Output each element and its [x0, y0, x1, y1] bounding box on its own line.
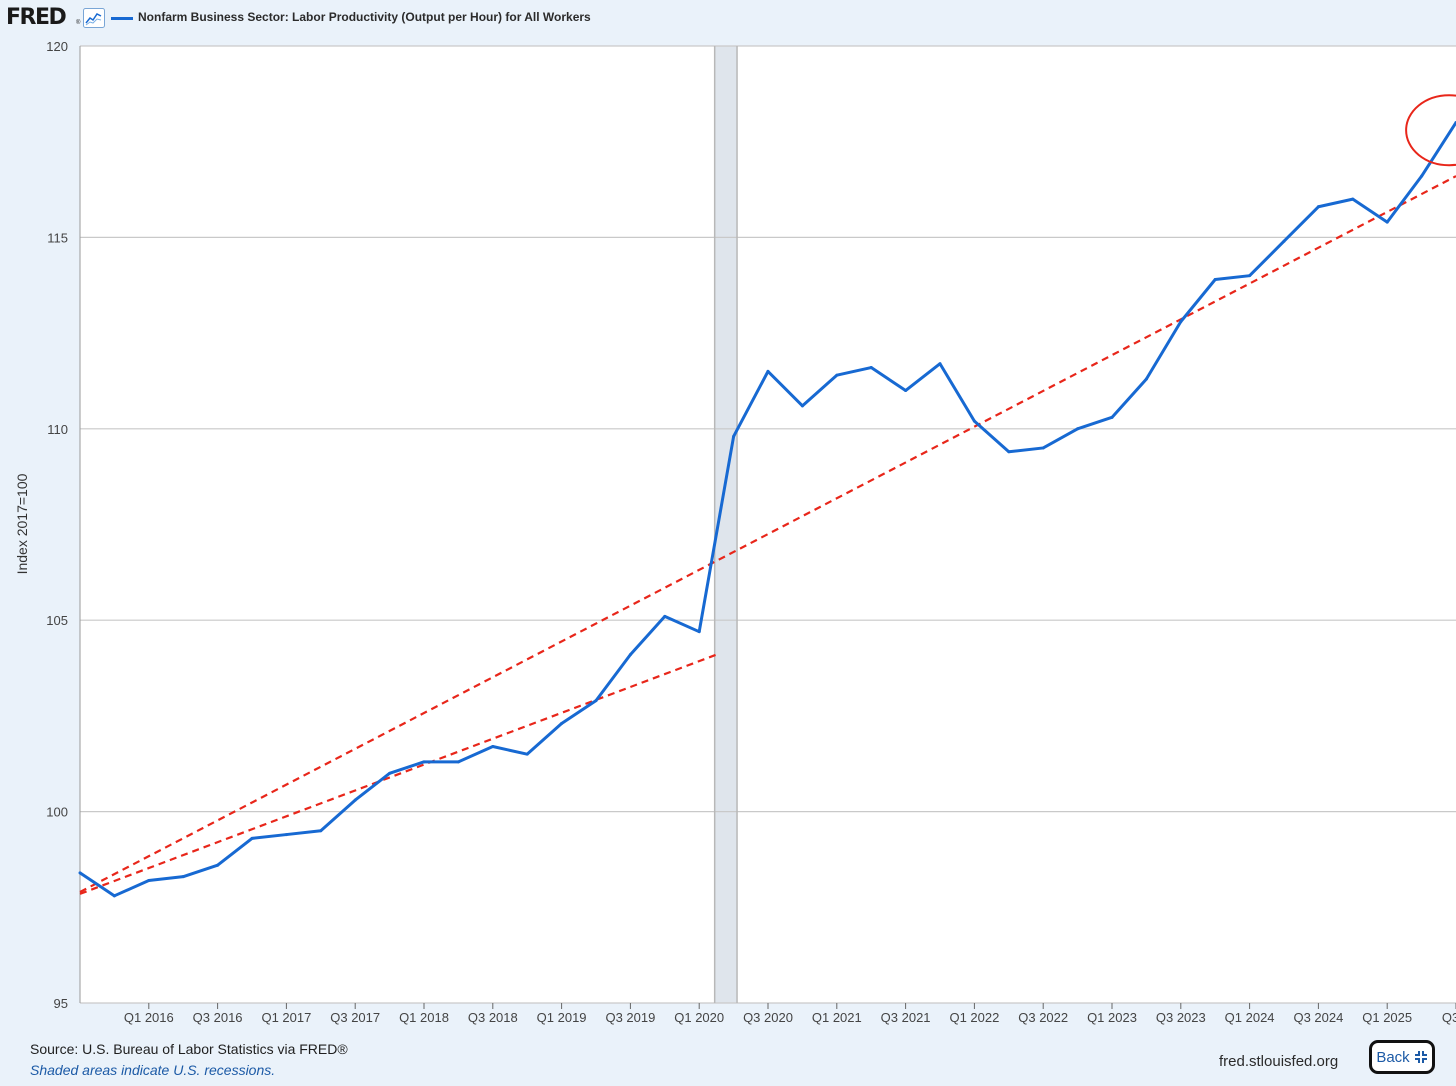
recession-shading	[714, 46, 738, 1003]
source-note: Source: U.S. Bureau of Labor Statistics …	[30, 1041, 348, 1057]
y-tick-label: 100	[46, 805, 68, 820]
series-point	[835, 373, 839, 377]
series-point	[594, 699, 598, 703]
trend-full-line	[79, 175, 1456, 893]
x-tick-label: Q1 2025	[1362, 1010, 1412, 1025]
series-point	[456, 760, 460, 764]
legend-series-swatch	[111, 17, 133, 20]
series-point	[1179, 320, 1183, 324]
series-point	[216, 863, 220, 867]
x-tick-label: Q3 2019	[605, 1010, 655, 1025]
collapse-icon	[1414, 1051, 1427, 1063]
series-point	[422, 760, 426, 764]
series-point	[112, 894, 116, 898]
x-tick-label: Q1 2018	[399, 1010, 449, 1025]
back-button[interactable]: Back	[1369, 1040, 1435, 1074]
series-point	[491, 745, 495, 749]
x-tick-label: Q1 2021	[812, 1010, 862, 1025]
annotation-circle	[1405, 94, 1456, 167]
trend-pre-2020-line	[79, 653, 717, 895]
y-tick-label: 115	[47, 230, 68, 245]
series-point	[1144, 377, 1148, 381]
series-points	[78, 121, 1456, 898]
recession-note: Shaded areas indicate U.S. recessions.	[30, 1062, 276, 1078]
series-point	[766, 369, 770, 373]
series-point	[78, 871, 82, 875]
x-tick-label: Q3 2	[1442, 1010, 1456, 1025]
fred-logo[interactable]: FRED	[6, 5, 67, 30]
series-point	[1282, 239, 1286, 243]
series-point	[147, 879, 151, 883]
x-tick-label: Q1 2022	[949, 1010, 999, 1025]
x-tick-label: Q1 2024	[1225, 1010, 1275, 1025]
series-point	[800, 404, 804, 408]
fred-logo-registered-mark: ®	[76, 20, 81, 26]
series-point	[697, 630, 701, 634]
series-point	[1385, 220, 1389, 224]
x-tick-label: Q1 2020	[674, 1010, 724, 1025]
series-point	[284, 833, 288, 837]
series-point	[732, 434, 736, 438]
x-tick-label: Q3 2022	[1018, 1010, 1068, 1025]
series-point	[319, 829, 323, 833]
series-point	[869, 366, 873, 370]
series-point	[1110, 415, 1114, 419]
series-point	[1316, 205, 1320, 209]
series-point	[1007, 450, 1011, 454]
x-tick-label: Q3 2024	[1293, 1010, 1343, 1025]
x-tick-label: Q3 2016	[193, 1010, 243, 1025]
series-point	[1213, 278, 1217, 282]
series-point	[972, 419, 976, 423]
series-point	[181, 875, 185, 879]
series-point	[1041, 446, 1045, 450]
series-point	[353, 798, 357, 802]
x-tick-label: Q3 2018	[468, 1010, 518, 1025]
line-graph-icon	[83, 8, 105, 28]
chart-header: FRED ® Nonfarm Business Sector: Labor Pr…	[0, 0, 1456, 38]
x-tick-label: Q1 2017	[261, 1010, 311, 1025]
trend-lines	[79, 175, 1456, 895]
y-tick-label: 120	[46, 39, 68, 54]
plot-background	[80, 46, 1456, 1003]
series-point	[1420, 174, 1424, 178]
y-tick-label: 95	[54, 996, 68, 1011]
series-point	[904, 389, 908, 393]
series-point	[938, 362, 942, 366]
series-point	[560, 722, 564, 726]
y-axis-ticks: 95 100 105 110 115 120	[46, 39, 68, 1011]
series-point	[250, 836, 254, 840]
series-point	[1351, 197, 1355, 201]
x-tick-label: Q3 2021	[881, 1010, 931, 1025]
series-point	[663, 614, 667, 618]
y-axis-label: Index 2017=100	[14, 473, 30, 574]
y-tick-label: 105	[46, 613, 68, 628]
x-tick-label: Q1 2019	[537, 1010, 587, 1025]
series-point	[628, 653, 632, 657]
x-tick-label: Q1 2023	[1087, 1010, 1137, 1025]
fred-site-link[interactable]: fred.stlouisfed.org	[1219, 1053, 1339, 1070]
x-axis-ticks: Q1 2016 Q3 2016 Q1 2017 Q3 2017 Q1 2018 Q3 20…	[124, 1003, 1456, 1025]
x-tick-label: Q3 2017	[330, 1010, 380, 1025]
back-button-label: Back	[1376, 1048, 1410, 1066]
series-point	[388, 771, 392, 775]
legend-series-label[interactable]: Nonfarm Business Sector: Labor Productiv…	[138, 10, 591, 24]
x-tick-label: Q1 2016	[124, 1010, 174, 1025]
x-tick-label: Q3 2020	[743, 1010, 793, 1025]
x-tick-label: Q3 2023	[1156, 1010, 1206, 1025]
y-tick-label: 110	[47, 422, 68, 437]
series-point	[525, 752, 529, 756]
series-point	[1076, 427, 1080, 431]
series-point	[1248, 274, 1252, 278]
